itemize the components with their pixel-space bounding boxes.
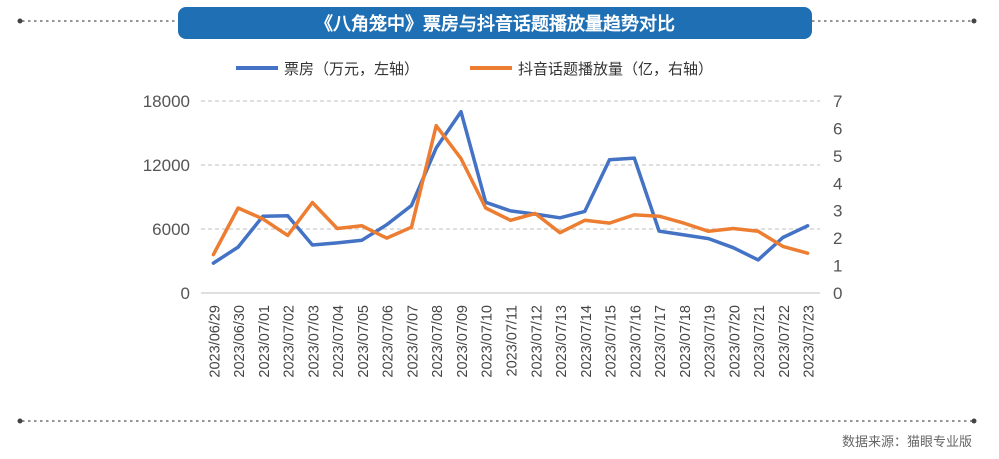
- plays-point: [310, 200, 314, 204]
- top-dotted-divider: [17, 18, 977, 24]
- x-tick-label: 2023/06/29: [207, 305, 223, 378]
- x-tick-label: 2023/07/13: [554, 305, 570, 378]
- box-office-point: [806, 224, 810, 228]
- plays-point: [731, 227, 735, 231]
- x-tick-label: 2023/07/04: [331, 305, 347, 378]
- x-tick-label: 2023/07/19: [703, 305, 719, 378]
- data-source-note: 数据来源：猫眼专业版: [842, 435, 972, 450]
- plays-point: [261, 217, 265, 221]
- x-tick-label: 2023/07/23: [802, 305, 818, 378]
- y-right-tick-label: 4: [833, 174, 842, 193]
- x-tick-label: 2023/07/01: [257, 305, 273, 378]
- box-office-point: [583, 209, 587, 213]
- plays-point: [434, 124, 438, 128]
- plays-point: [756, 229, 760, 233]
- gridlines: [201, 100, 820, 294]
- x-tick-label: 2023/07/14: [579, 305, 595, 378]
- box-office-point: [236, 245, 240, 249]
- x-axis: 2023/06/29 2023/06/30 2023/07/01 2023/07/02…: [207, 305, 817, 378]
- legend: 票房（万元，左轴） 抖音话题播放量（亿，右轴）: [236, 60, 713, 78]
- plays-point: [781, 244, 785, 248]
- y-axis-left: 0 6000 12000 18000: [143, 92, 190, 303]
- x-tick-label: 2023/07/03: [306, 305, 322, 378]
- x-tick-label: 2023/07/21: [752, 305, 768, 378]
- plays-point: [385, 236, 389, 240]
- x-tick-label: 2023/07/07: [405, 305, 421, 378]
- x-tick-label: 2023/07/09: [455, 305, 471, 378]
- plays-point: [211, 253, 215, 257]
- y-left-tick-label: 0: [181, 284, 190, 303]
- y-right-tick-label: 7: [833, 92, 842, 111]
- y-axis-right: 0 1 2 3 4 5 6 7: [833, 92, 842, 303]
- y-right-tick-label: 0: [833, 284, 842, 303]
- y-right-tick-label: 6: [833, 119, 842, 138]
- plays-point: [459, 157, 463, 161]
- box-office-point: [682, 233, 686, 237]
- y-left-tick-label: 6000: [152, 220, 190, 239]
- plays-point: [583, 218, 587, 222]
- y-right-tick-label: 3: [833, 202, 842, 221]
- y-left-tick-label: 12000: [143, 156, 190, 175]
- x-tick-label: 2023/07/12: [529, 305, 545, 378]
- x-tick-label: 2023/07/06: [381, 305, 397, 378]
- box-office-point: [731, 246, 735, 250]
- x-tick-label: 2023/07/11: [505, 305, 521, 377]
- plays-point: [335, 227, 339, 231]
- plays-point: [484, 206, 488, 210]
- plays-point: [286, 233, 290, 237]
- chart-title: 《八角笼中》票房与抖音话题播放量趋势对比: [315, 13, 675, 35]
- plays-point: [558, 231, 562, 235]
- x-tick-label: 2023/07/08: [430, 305, 446, 378]
- x-tick-label: 2023/07/02: [282, 305, 298, 378]
- y-right-tick-label: 1: [833, 257, 842, 276]
- x-tick-label: 2023/06/30: [232, 305, 248, 378]
- plays-point: [682, 221, 686, 225]
- box-office-point: [756, 258, 760, 262]
- series-group: [211, 109, 810, 265]
- plays-point: [236, 206, 240, 210]
- x-tick-label: 2023/07/17: [653, 305, 669, 378]
- box-office-point: [707, 237, 711, 241]
- box-office-point: [509, 209, 512, 213]
- box-office-point: [211, 261, 215, 265]
- legend-label-box-office: 票房（万元，左轴）: [284, 60, 419, 78]
- x-tick-label: 2023/07/22: [777, 305, 793, 378]
- plays-point: [409, 225, 413, 229]
- plays-point: [509, 218, 512, 222]
- x-tick-label: 2023/07/16: [628, 305, 644, 378]
- y-left-tick-label: 18000: [143, 92, 190, 111]
- box-office-point: [459, 110, 463, 114]
- x-tick-label: 2023/07/15: [604, 305, 620, 378]
- plays-point: [657, 214, 661, 218]
- x-tick-label: 2023/07/20: [727, 305, 743, 378]
- title-banner: [178, 7, 812, 39]
- box-office-point: [360, 238, 364, 242]
- y-right-tick-label: 5: [833, 147, 842, 166]
- box-office-point: [335, 241, 339, 245]
- plays-point: [533, 211, 537, 215]
- series-line-box-office: [211, 109, 810, 265]
- box-office-point: [781, 236, 785, 240]
- plays-point: [632, 213, 636, 217]
- plays-point: [707, 229, 711, 233]
- box-office-point: [632, 156, 636, 160]
- box-office-point: [558, 216, 562, 220]
- plays-point: [608, 221, 612, 225]
- plays-point: [806, 251, 810, 255]
- x-tick-label: 2023/07/10: [480, 305, 496, 378]
- box-office-point: [434, 146, 438, 150]
- box-office-point: [657, 229, 661, 233]
- bottom-dotted-divider: [17, 418, 977, 424]
- legend-label-plays: 抖音话题播放量（亿，右轴）: [518, 60, 713, 78]
- box-office-point: [409, 204, 413, 208]
- y-right-tick-label: 2: [833, 229, 842, 248]
- box-office-point: [385, 223, 389, 227]
- box-office-point: [310, 243, 314, 247]
- x-tick-label: 2023/07/05: [356, 305, 372, 378]
- x-tick-label: 2023/07/18: [678, 305, 694, 378]
- box-office-point: [608, 158, 612, 162]
- plays-point: [360, 224, 364, 228]
- box-office-point: [286, 214, 290, 218]
